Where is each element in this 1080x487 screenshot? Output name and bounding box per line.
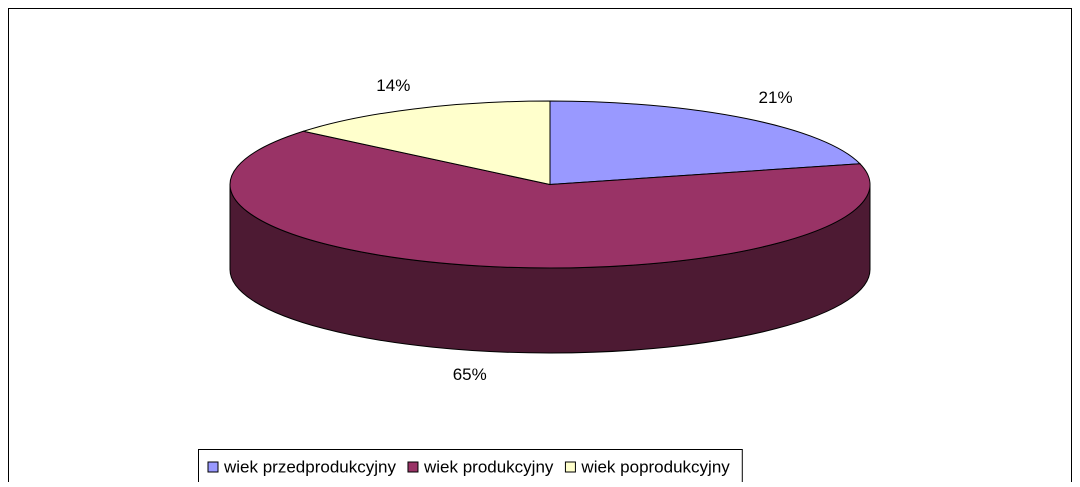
legend-swatch <box>207 461 219 473</box>
data-label: 65% <box>453 365 487 384</box>
slice <box>301 100 551 186</box>
legend-swatch <box>564 461 576 473</box>
slice <box>229 130 871 269</box>
data-label: 21% <box>759 88 793 107</box>
data-label: 14% <box>376 76 410 95</box>
slice <box>549 100 862 186</box>
legend-label: wiek poprodukcyjny <box>580 457 730 476</box>
legend <box>198 449 743 487</box>
legend-label: wiek przedprodukcyjny <box>223 457 396 476</box>
legend-label: wiek produkcyjny <box>423 457 554 476</box>
legend-swatch <box>407 461 419 473</box>
